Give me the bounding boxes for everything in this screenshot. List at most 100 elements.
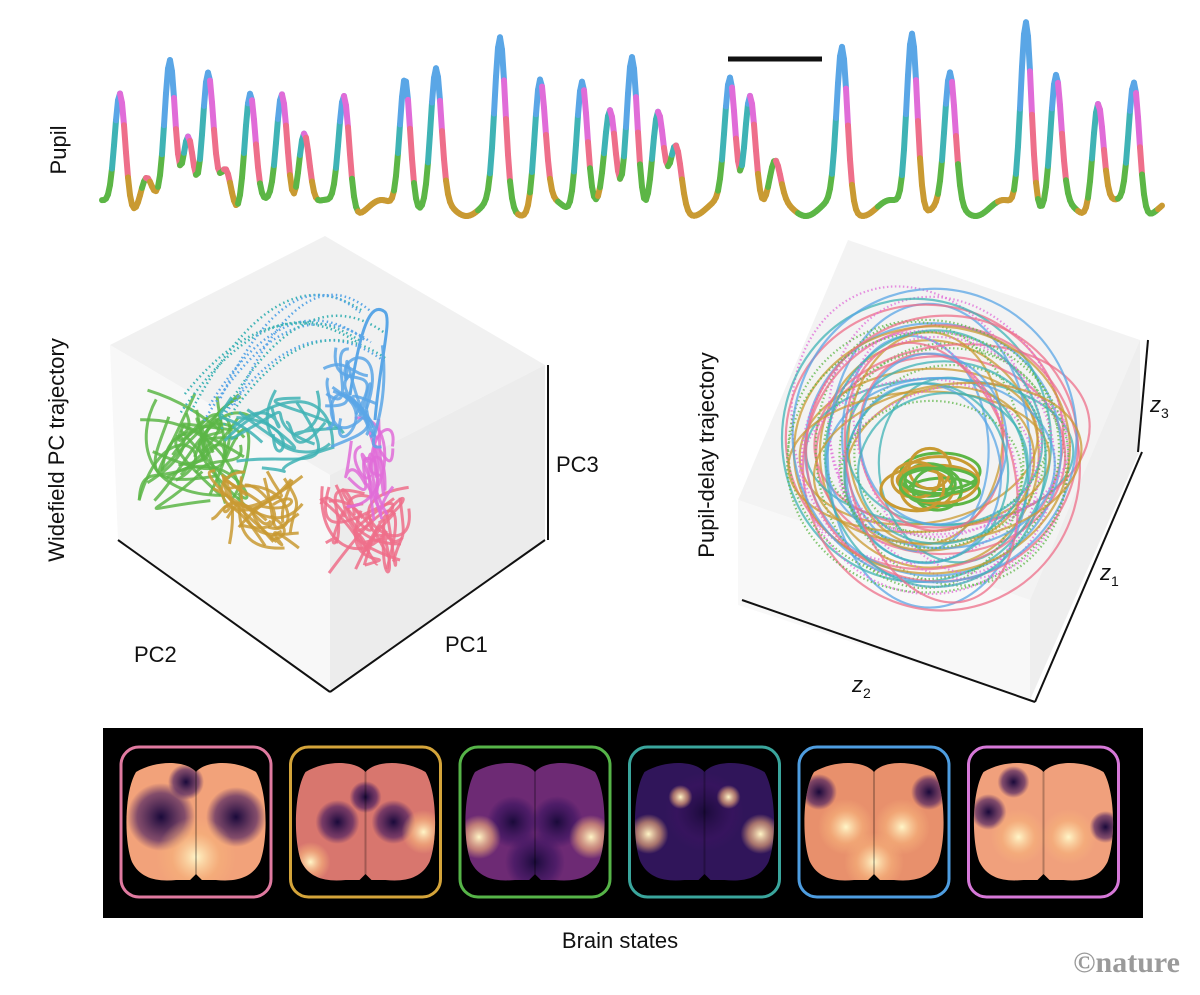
pupil-trace-segment [647,155,655,182]
pupil-trace-segment [347,151,355,182]
pupil-trace-segment [423,159,431,187]
pupil-trace-segment [1025,33,1033,75]
left-box-top [110,236,545,475]
pupil-trace-segment [161,90,169,129]
pupil-trace-segment [949,78,957,109]
trajectory-arc [219,314,386,421]
pupil-trace-segment [111,117,119,149]
right-axis-z1 [1034,451,1143,703]
trajectory-strand [238,408,297,450]
pupil-trace-segment [729,84,737,114]
pupil-trace-segment [583,110,591,146]
pupil-trace-segment [899,146,907,179]
pupil-trace-segment [623,90,631,131]
pupil-trace-segment [493,44,501,80]
pupil-trace-segment [633,94,641,136]
pupil-trace-segment [625,63,633,97]
trajectory-strand [225,502,285,550]
pupil-trace-segment [631,65,639,101]
pupil-trace-segment [395,121,403,156]
trajectory-loop [840,399,1023,550]
pupil-trace-segment [283,122,291,155]
trajectory-strand [353,445,372,480]
brain-hot-region [634,814,669,854]
pupil-trace-segment [273,115,281,146]
pupil-trace-segment [169,68,177,101]
pupil-trace-segment [1055,79,1063,109]
axis-label-pc2: PC2 [134,642,177,667]
pupil-trace-segment [197,131,205,163]
trajectory-strand [362,525,404,566]
pupil-trace-segment [1043,162,1051,190]
pupil-trace-segment [345,124,353,158]
pupil-trace-segment [429,74,437,106]
brain-state-tile [967,745,1120,899]
pupil-trace-segment [119,99,127,129]
pupil-trace-segment [1121,159,1129,184]
trajectory-strand [236,401,320,463]
pupil-trace-segment [841,56,849,92]
trajectory-loop [787,390,1051,534]
trajectory-strand [344,440,367,486]
pupil-trace-segment [937,157,945,184]
pupil-trace-segment [939,130,947,164]
brain-map [126,763,266,881]
pupil-trace-segment [207,77,215,106]
trajectory-strand [231,406,281,430]
pupil-trace-segment [1123,134,1131,166]
trajectory-loop [843,341,1019,604]
pupil-trace-segment [719,131,727,163]
pupil-trace-segment [601,129,609,157]
pupil-trace-segment [635,129,643,168]
pupil-trace-segment [951,102,959,140]
trajectory-strand [273,531,300,550]
pupil-trace-segment [1091,109,1099,137]
pupil-trace-segment [749,100,757,128]
pupil-trace-segment [437,97,445,135]
axis-label-z1-sub: 1 [1111,573,1119,589]
pupil-trace-segment [545,157,553,182]
trajectory-strand [346,494,402,546]
pupil-trace-segment [753,147,761,177]
pupil-trace-segment [901,111,909,153]
pupil-trace-segment [271,139,279,169]
trajectory-strand [166,464,249,500]
brain-dark-region [1089,811,1114,843]
axis-label-z2: z2 [851,672,871,701]
left-box-right [330,365,545,690]
pupil-trace-segment [1099,124,1107,153]
brain-states-row [119,745,1120,899]
pupil-trace-segment [173,126,181,157]
trajectory-strand [157,393,241,473]
axis-label-pc1: PC1 [445,632,488,657]
axis-label-z3-base: z [1149,392,1161,417]
pupil-trace-segment [733,135,741,164]
pupil-trace-segment [489,110,497,151]
left-trajectory [137,293,411,574]
pupil-trace-segment [903,72,911,118]
pupil-trace-segment [405,96,413,132]
pupil-trace-segment [275,97,283,122]
left-plot-ylabel: Widefield PC trajectory [44,338,69,562]
trajectory-arc [219,293,362,399]
pupil-trace-segment [501,77,509,122]
pupil-trace-segment [241,122,249,157]
pupil-trace [99,19,1165,219]
brain-state-tile [797,745,951,899]
trajectory-strand [351,394,379,439]
trajectory-strand [146,436,186,485]
trajectory-strand [324,510,345,545]
pupil-trace-segment [441,156,449,184]
pupil-trace-segment [575,88,583,119]
brain-dark-region [804,774,837,810]
trajectory-strand [239,483,277,530]
pupil-trace-segment [409,155,417,186]
pupil-trace-segment [1101,146,1109,174]
pupil-trace-segment [505,151,513,185]
pupil-trace-segment [539,83,547,111]
pupil-trace-segment [1139,171,1147,198]
right-axis-z2 [741,599,1036,703]
brain-hot-region [990,809,1047,865]
pupil-trace-segment [649,134,657,162]
axis-label-z1: z1 [1099,560,1119,589]
